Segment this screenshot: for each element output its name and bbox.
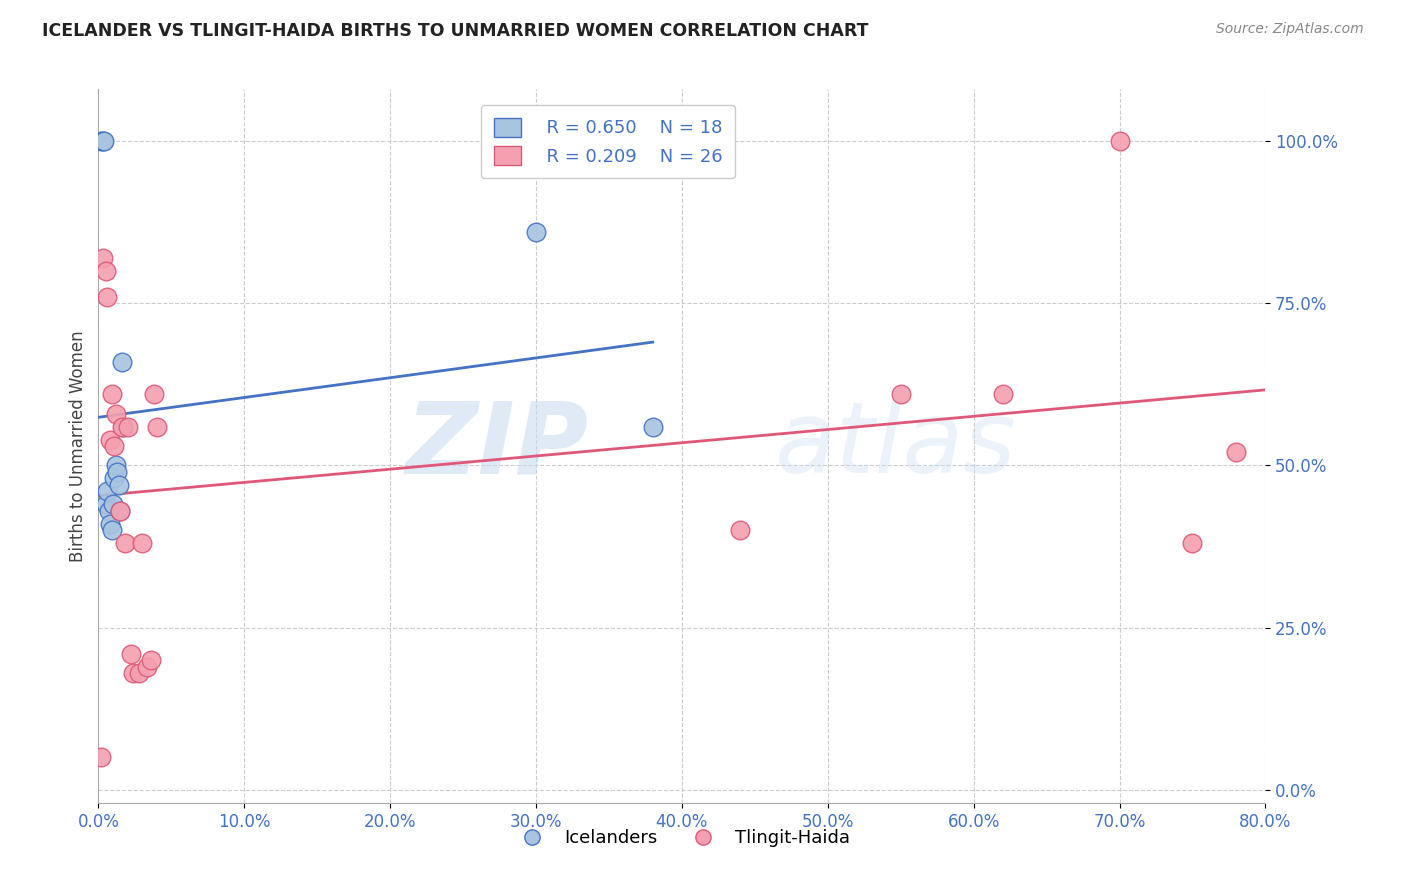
Point [96, 484, 118, 499]
Point [98, 516, 121, 531]
Point [111, 354, 134, 368]
Point [114, 536, 136, 550]
Point [1108, 134, 1130, 148]
Point [117, 419, 139, 434]
Point [128, 666, 150, 681]
Point [1225, 445, 1247, 459]
Point [890, 387, 912, 401]
Point [112, 419, 135, 434]
Point [91, 251, 114, 265]
Point [100, 387, 122, 401]
Point [91, 134, 114, 148]
Point [104, 407, 127, 421]
Point [100, 524, 122, 538]
Point [122, 666, 145, 681]
Text: Source: ZipAtlas.com: Source: ZipAtlas.com [1216, 22, 1364, 37]
Legend: Icelanders, Tlingit-Haida: Icelanders, Tlingit-Haida [506, 822, 858, 855]
Point [110, 504, 132, 518]
Point [105, 465, 128, 479]
Point [110, 504, 132, 518]
Point [139, 653, 162, 667]
Point [108, 478, 131, 492]
Point [1181, 536, 1204, 550]
Point [94, 264, 117, 278]
Point [104, 458, 127, 473]
Point [98, 433, 121, 447]
Point [103, 439, 125, 453]
Point [131, 536, 153, 550]
Point [97, 504, 120, 518]
Point [90, 750, 112, 764]
Point [93, 134, 115, 148]
Point [120, 647, 142, 661]
Text: atlas: atlas [775, 398, 1017, 494]
Point [111, 419, 134, 434]
Point [730, 524, 752, 538]
Point [146, 419, 169, 434]
Point [96, 290, 118, 304]
Point [524, 225, 547, 239]
Point [135, 659, 157, 673]
Point [641, 419, 664, 434]
Point [142, 387, 165, 401]
Y-axis label: Births to Unmarried Women: Births to Unmarried Women [69, 330, 87, 562]
Point [90, 134, 112, 148]
Text: ICELANDER VS TLINGIT-HAIDA BIRTHS TO UNMARRIED WOMEN CORRELATION CHART: ICELANDER VS TLINGIT-HAIDA BIRTHS TO UNM… [42, 22, 869, 40]
Text: ZIP: ZIP [405, 398, 589, 494]
Point [991, 387, 1014, 401]
Point [101, 497, 124, 511]
Point [94, 497, 117, 511]
Point [103, 471, 125, 485]
